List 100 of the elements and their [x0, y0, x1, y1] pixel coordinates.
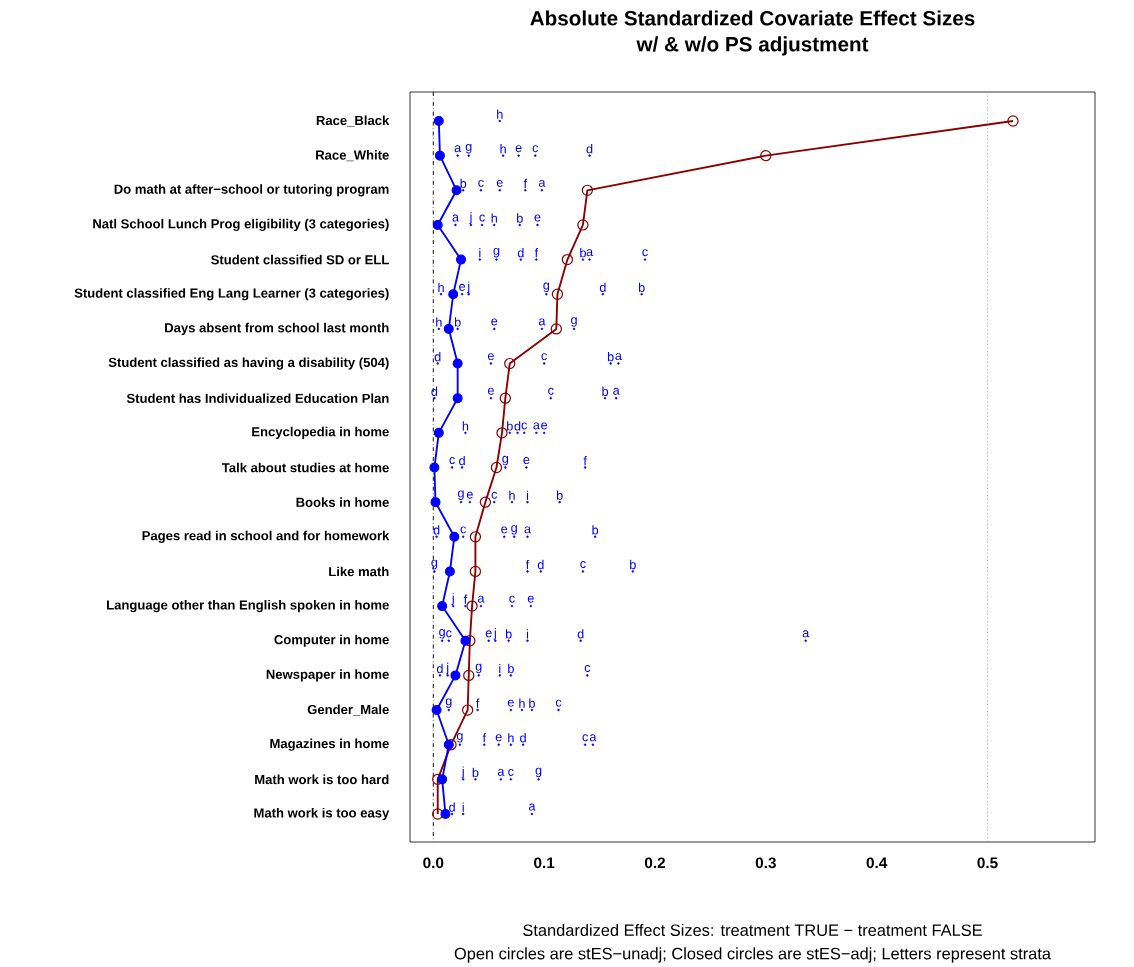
point: [432, 219, 443, 230]
series-label: c: [642, 249, 648, 257]
text: c: [478, 179, 484, 187]
point: [1007, 115, 1019, 127]
text: g: [502, 455, 509, 466]
text: h: [497, 109, 503, 119]
point: [463, 669, 475, 682]
text: j: [461, 766, 464, 779]
point: [444, 566, 455, 577]
y-tick-label: Days absent from school last month: [165, 322, 389, 335]
x-axis-title: Standardized Effect Sizes: treatment TRUE − treatment FALSE: [523, 923, 982, 937]
text: d: [434, 351, 441, 362]
point: [455, 254, 466, 265]
point: [461, 704, 474, 716]
text: e: [523, 457, 530, 465]
text: d: [459, 455, 465, 466]
text: e: [487, 353, 494, 361]
series-label: d: [520, 733, 526, 743]
text: a: [524, 526, 532, 534]
text: i: [462, 802, 464, 812]
y-tick-label: Newspaper in home: [266, 669, 389, 682]
series-label: j: [467, 281, 470, 294]
text: e: [501, 526, 508, 534]
text: g: [493, 247, 500, 258]
point: [433, 427, 444, 438]
text: a: [802, 630, 810, 638]
x-tick-label: 0.1: [534, 857, 555, 869]
text: d: [599, 282, 606, 292]
y-tick-label: Pages read in school and for homework: [142, 530, 390, 543]
text: c: [460, 526, 467, 534]
text: j: [445, 662, 449, 675]
text: g: [457, 490, 464, 500]
y-tick-label: Math work is too easy: [254, 807, 390, 821]
text: c: [509, 595, 515, 603]
text: c: [584, 665, 591, 672]
y-tick-label: Math work is too hard: [255, 774, 389, 785]
text: g: [475, 663, 482, 674]
point: [431, 705, 442, 716]
y-tick-label: Like math: [329, 566, 389, 577]
series-label: f: [482, 733, 487, 743]
text: b: [454, 317, 461, 327]
text: c: [521, 422, 528, 430]
text: f: [523, 178, 528, 188]
y-tick-label: Language other than English spoken in home: [107, 599, 389, 613]
text: a: [497, 768, 505, 776]
text: f: [463, 594, 468, 604]
text: h: [508, 733, 514, 743]
point: [504, 357, 516, 370]
text: a: [538, 318, 546, 326]
point: [452, 393, 463, 404]
text: c: [541, 353, 547, 361]
point: [479, 496, 492, 508]
text: a: [452, 214, 459, 222]
text: a: [454, 145, 462, 153]
series-label: h: [491, 213, 497, 223]
point: [429, 462, 440, 473]
series-label: g: [543, 282, 550, 293]
y-tick-label: Computer in home: [274, 634, 389, 647]
text: c: [582, 734, 588, 742]
text: j: [469, 212, 472, 224]
text: c: [479, 214, 485, 222]
point: [451, 185, 462, 196]
point: [460, 635, 471, 646]
text: b: [630, 559, 636, 570]
text: d: [436, 663, 443, 674]
text: c: [580, 561, 586, 568]
text: c: [532, 145, 539, 153]
x-tick-label: 0.4: [866, 857, 888, 869]
y-tick-label: Student classified Eng Lang Learner (3 categories): [74, 288, 389, 301]
point: [466, 600, 478, 612]
y-tick-label: Natl School Lunch Prog eligibility (3 categories): [93, 218, 389, 232]
text: a: [477, 595, 485, 603]
series-label: i: [479, 248, 481, 258]
point: [433, 116, 444, 126]
text: b: [580, 248, 586, 258]
text: f: [476, 698, 480, 708]
text: e: [496, 179, 503, 187]
chart-subtitle: w/ & w/o PS adjustment: [636, 36, 869, 56]
x-tick-label: 0.0: [423, 857, 444, 869]
chart-title: Absolute Standardized Covariate Effect Sizes: [530, 10, 975, 26]
text: a: [613, 387, 620, 395]
text: a: [533, 422, 540, 430]
y-tick-label: Talk about studies at home: [221, 462, 389, 473]
text: b: [507, 421, 513, 431]
text: h: [462, 421, 469, 431]
point: [430, 497, 441, 508]
text: j: [493, 627, 496, 640]
point: [469, 531, 482, 543]
text: e: [541, 422, 548, 430]
point: [452, 358, 463, 369]
text: g: [465, 144, 472, 154]
text: b: [472, 767, 479, 778]
text: g: [456, 733, 463, 743]
text: c: [446, 630, 452, 638]
text: g: [445, 698, 452, 708]
x-tick-label: 0.2: [644, 857, 665, 869]
point: [760, 149, 772, 162]
text: Open circles are stES−unadj; Closed circles are stES−adj; Letters represent strata: [454, 947, 1051, 963]
point: [437, 601, 448, 612]
x-tick-label: 0.5: [977, 857, 998, 869]
